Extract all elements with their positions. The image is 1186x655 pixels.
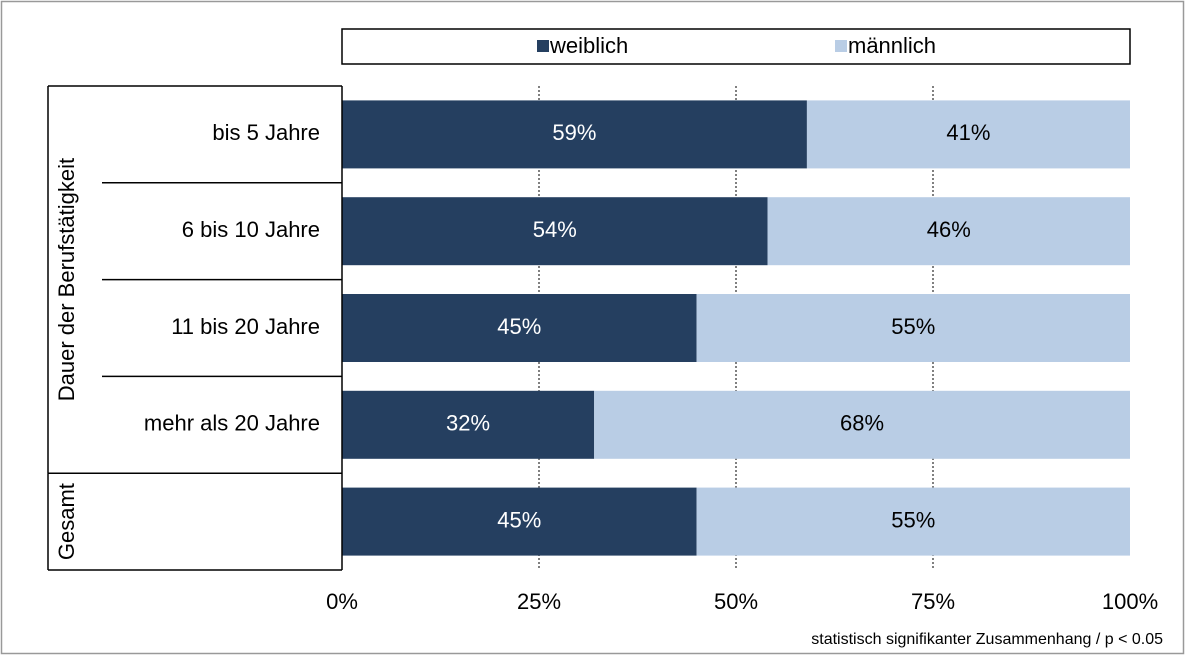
legend-swatch bbox=[835, 40, 847, 52]
data-label: 54% bbox=[533, 217, 577, 242]
footnote: statistisch signifikanter Zusammenhang /… bbox=[811, 631, 1163, 648]
bar-segment bbox=[342, 100, 807, 169]
bar-segment bbox=[342, 487, 697, 556]
data-label: 41% bbox=[946, 120, 990, 145]
legend-swatch bbox=[537, 40, 549, 52]
x-tick-label: 75% bbox=[911, 589, 955, 614]
x-tick-label: 50% bbox=[714, 589, 758, 614]
bar-segment bbox=[696, 487, 1130, 556]
bar-segment bbox=[806, 100, 1130, 169]
data-label: 68% bbox=[840, 411, 884, 436]
data-label: 59% bbox=[552, 120, 596, 145]
x-tick-label: 25% bbox=[517, 589, 561, 614]
x-tick-label: 0% bbox=[326, 589, 358, 614]
y-tick-label: 11 bis 20 Jahre bbox=[171, 314, 320, 339]
data-label: 32% bbox=[446, 411, 490, 436]
bar-segment bbox=[767, 197, 1130, 266]
legend-box bbox=[341, 28, 1131, 65]
legend-label: männlich bbox=[848, 33, 936, 58]
bar-segment bbox=[594, 390, 1130, 459]
y-tick-label: mehr als 20 Jahre bbox=[144, 411, 320, 436]
data-label: 45% bbox=[497, 507, 541, 532]
bar-segment bbox=[342, 197, 768, 266]
x-tick-label: 100% bbox=[1102, 589, 1158, 614]
bar-segment bbox=[696, 294, 1130, 362]
group-label: Gesamt bbox=[54, 483, 79, 560]
data-label: 45% bbox=[497, 314, 541, 339]
bar-segment bbox=[342, 390, 595, 459]
data-label: 55% bbox=[891, 314, 935, 339]
y-tick-label: bis 5 Jahre bbox=[212, 120, 320, 145]
data-label: 46% bbox=[927, 217, 971, 242]
group-label: Dauer der Berufstätigkeit bbox=[54, 158, 79, 401]
data-label: 55% bbox=[891, 507, 935, 532]
y-tick-label: 6 bis 10 Jahre bbox=[182, 217, 320, 242]
legend-label: weiblich bbox=[549, 33, 628, 58]
bar-segment bbox=[342, 294, 697, 362]
